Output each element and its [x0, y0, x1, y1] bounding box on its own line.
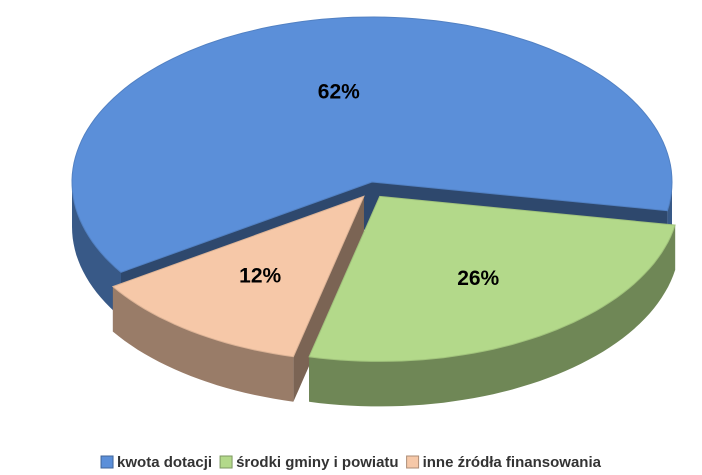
legend-label: kwota dotacji [117, 454, 212, 471]
data-label: 26% [457, 267, 499, 290]
slice [71, 16, 673, 273]
legend-label: środki gminy i powiatu [236, 454, 399, 471]
slice [111, 195, 365, 358]
slice-wall [293, 196, 364, 402]
data-label: 62% [318, 81, 360, 104]
legend-swatch [100, 455, 114, 469]
slice-side [72, 182, 121, 318]
slice [308, 195, 676, 362]
legend-swatch [406, 455, 420, 469]
data-label: 12% [239, 265, 281, 288]
legend-label: inne źródła finansowania [423, 454, 602, 471]
legend-swatch [219, 455, 233, 469]
slice-side [112, 286, 294, 402]
